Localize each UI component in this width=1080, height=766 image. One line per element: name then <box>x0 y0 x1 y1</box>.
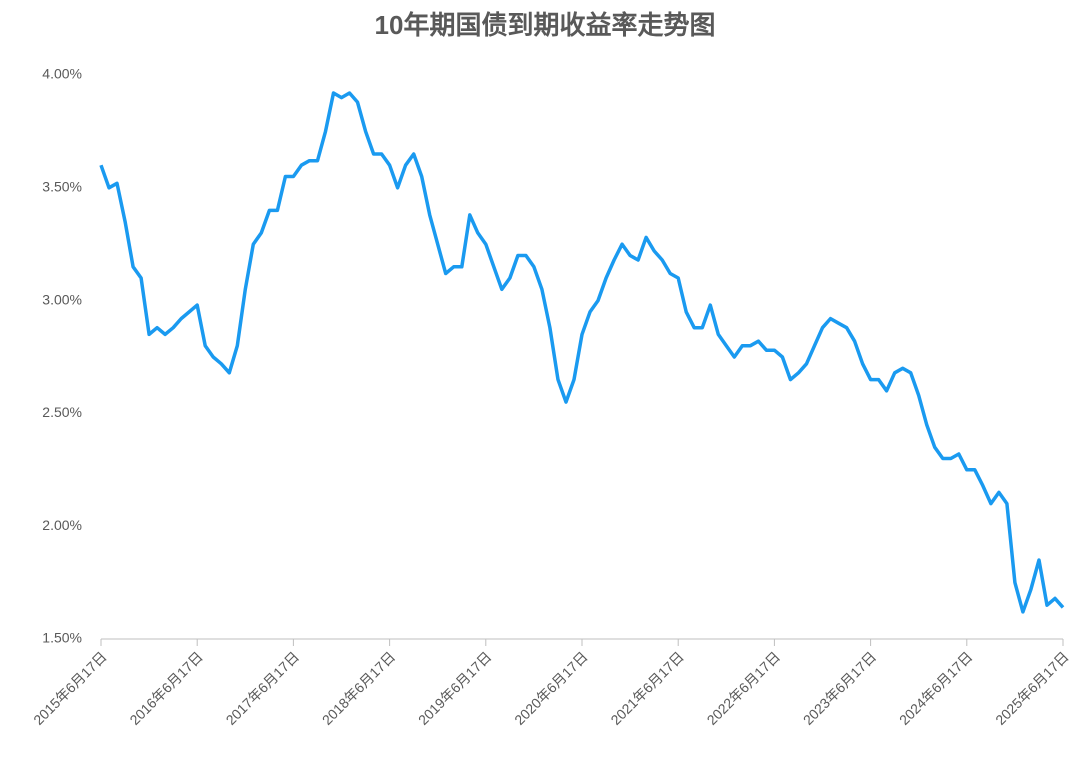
x-tick-label: 2017年6月17日 <box>223 648 303 728</box>
chart-title: 10年期国债到期收益率走势图 <box>375 10 716 40</box>
x-tick-label: 2019年6月17日 <box>415 648 495 728</box>
x-tick-label: 2022年6月17日 <box>704 648 784 728</box>
x-tick-label: 2020年6月17日 <box>511 648 591 728</box>
x-tick-label: 2016年6月17日 <box>126 648 206 728</box>
y-tick-label: 2.00% <box>42 517 82 533</box>
x-tick-label: 2023年6月17日 <box>800 648 880 728</box>
x-tick-label: 2021年6月17日 <box>607 648 687 728</box>
x-tick-label: 2018年6月17日 <box>319 648 399 728</box>
x-tick-label: 2015年6月17日 <box>30 648 110 728</box>
y-tick-label: 3.50% <box>42 179 82 195</box>
line-series <box>99 91 1065 614</box>
y-tick-label: 1.50% <box>42 630 82 646</box>
y-tick-label: 2.50% <box>42 404 82 420</box>
x-tick-label: 2025年6月17日 <box>992 648 1072 728</box>
x-tick-label: 2024年6月17日 <box>896 648 976 728</box>
y-tick-label: 4.00% <box>42 66 82 82</box>
y-tick-label: 3.00% <box>42 291 82 307</box>
